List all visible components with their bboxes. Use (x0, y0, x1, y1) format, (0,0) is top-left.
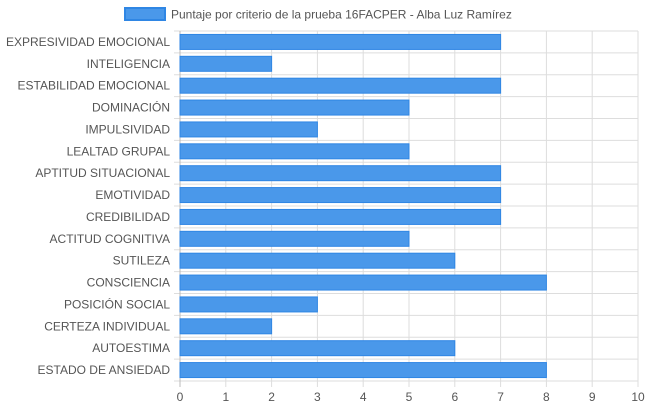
bar[interactable] (179, 362, 547, 379)
x-tick-labels: 0 1 2 3 4 5 6 7 8 9 10 (177, 390, 645, 404)
bar[interactable] (179, 230, 410, 247)
category-label: ESTABILIDAD EMOCIONAL (18, 79, 171, 93)
bars (179, 33, 547, 379)
x-tick-label: 10 (631, 390, 645, 404)
category-label: AUTOESTIMA (92, 341, 170, 355)
bar[interactable] (179, 208, 502, 225)
bar[interactable] (179, 143, 410, 160)
bar[interactable] (179, 165, 502, 182)
x-tick-label: 3 (314, 390, 321, 404)
x-tick-label: 8 (543, 390, 550, 404)
legend-swatch (124, 7, 166, 21)
category-label: POSICIÓN SOCIAL (64, 296, 170, 311)
x-tick-label: 4 (360, 390, 367, 404)
category-label: ESTADO DE ANSIEDAD (38, 363, 171, 377)
x-tick-label: 7 (497, 390, 504, 404)
bar[interactable] (179, 99, 410, 116)
x-tick-label: 1 (222, 390, 229, 404)
bar[interactable] (179, 296, 318, 313)
x-tick-label: 2 (268, 390, 275, 404)
category-label: CREDIBILIDAD (86, 210, 170, 224)
bar[interactable] (179, 274, 547, 291)
category-label: CERTEZA INDIVIDUAL (44, 319, 170, 333)
x-tick-label: 9 (589, 390, 596, 404)
category-label: ACTITUD COGNITIVA (50, 232, 170, 246)
legend[interactable]: Puntaje por criterio de la prueba 16FACP… (124, 7, 512, 22)
bar[interactable] (179, 77, 502, 94)
category-labels: EXPRESIVIDAD EMOCIONAL INTELIGENCIA ESTABI… (6, 35, 170, 377)
category-label: APTITUD SITUACIONAL (35, 166, 170, 180)
category-label: INTELIGENCIA (87, 57, 170, 71)
bar[interactable] (179, 33, 502, 50)
bar[interactable] (179, 187, 502, 204)
x-tick-label: 5 (406, 390, 413, 404)
bar[interactable] (179, 340, 456, 357)
category-label: DOMINACIÓN (92, 100, 170, 115)
category-label: SUTILEZA (113, 254, 170, 268)
bar[interactable] (179, 252, 456, 269)
bar[interactable] (179, 318, 273, 335)
bar[interactable] (179, 55, 273, 72)
category-label: EXPRESIVIDAD EMOCIONAL (6, 35, 170, 49)
category-label: CONSCIENCIA (87, 276, 170, 290)
x-tick-label: 0 (177, 390, 184, 404)
x-tick-label: 6 (451, 390, 458, 404)
category-label: LEALTAD GRUPAL (67, 144, 171, 158)
category-label: IMPULSIVIDAD (85, 122, 170, 136)
legend-label: Puntaje por criterio de la prueba 16FACP… (171, 8, 512, 22)
category-label: EMOTIVIDAD (95, 188, 170, 202)
bar[interactable] (179, 121, 318, 138)
